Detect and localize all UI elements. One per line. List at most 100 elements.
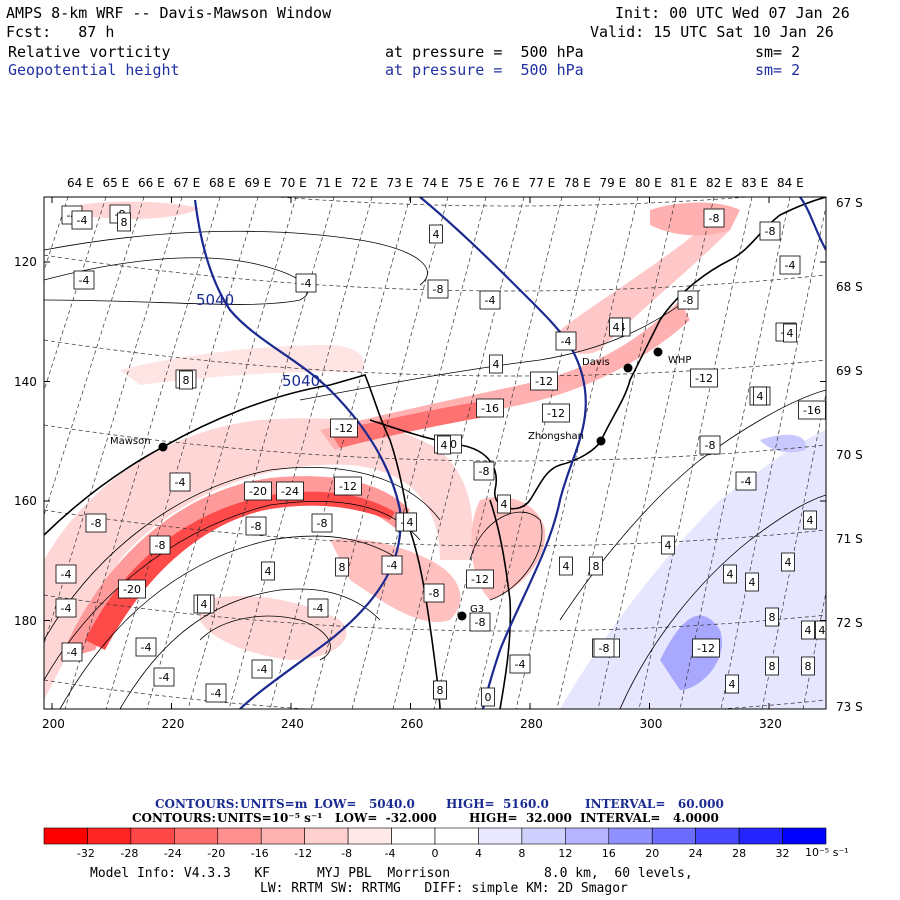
station-label-davis: Davis xyxy=(582,357,610,368)
x-grid-label: 200 xyxy=(42,717,65,731)
svg-text:4: 4 xyxy=(757,390,764,403)
svg-text:-8: -8 xyxy=(433,283,444,296)
vort-label: 8 xyxy=(433,680,447,700)
vort-label: -20 xyxy=(118,579,146,599)
field-2-level: at pressure = 500 hPa xyxy=(385,61,584,79)
init-time: Init: 00 UTC Wed 07 Jan 26 xyxy=(615,4,850,22)
vort-label: -8 xyxy=(85,513,107,533)
vort-contours-prefix: CONTOURS: xyxy=(132,811,216,825)
svg-text:-8: -8 xyxy=(709,212,720,225)
longitude-label: 65 E xyxy=(102,176,130,190)
vort-label: -4 xyxy=(251,659,273,679)
positive-vorticity-shading xyxy=(560,430,826,709)
vort-label: 4 xyxy=(403,512,417,532)
svg-text:-20: -20 xyxy=(123,583,141,596)
svg-text:4: 4 xyxy=(785,556,792,569)
vort-label: 8 xyxy=(765,607,779,627)
field-1-level: at pressure = 500 hPa xyxy=(385,43,584,61)
longitude-label: 83 E xyxy=(741,176,769,190)
station-label-mawson: Mawson xyxy=(110,436,151,447)
vort-label: 4 xyxy=(801,620,815,640)
colorbar-tick-label: -8 xyxy=(341,847,353,860)
y-grid-label: 160 xyxy=(14,494,37,508)
y-grid-label: 180 xyxy=(14,613,37,628)
colorbar-swatch xyxy=(260,827,305,845)
height-label: 5040 xyxy=(282,372,320,390)
svg-text:-4: -4 xyxy=(515,658,526,671)
svg-text:-12: -12 xyxy=(339,480,357,493)
x-grid-label: 320 xyxy=(759,717,782,731)
colorbar-swatch xyxy=(347,827,392,845)
map-content: -4-8-4-4-4-8-4-4-4-8-8-12-16-12-12-10-8-… xyxy=(44,197,826,709)
vort-label: 4 xyxy=(783,323,797,343)
colorbar-swatch xyxy=(304,827,349,845)
svg-text:4: 4 xyxy=(727,568,734,581)
vort-label: -8 xyxy=(311,513,333,533)
vorticity-contour-labels: -4-8-4-4-4-8-4-4-4-8-8-12-16-12-12-10-8-… xyxy=(55,204,826,707)
colorbar-swatch xyxy=(434,827,479,845)
svg-text:-4: -4 xyxy=(211,687,222,700)
colorbar-tick-label: 0 xyxy=(431,847,439,860)
svg-text:-8: -8 xyxy=(705,439,716,452)
svg-text:-4: -4 xyxy=(301,277,312,290)
longitude-label: 81 E xyxy=(670,176,698,190)
height-contours xyxy=(193,197,826,709)
svg-text:4: 4 xyxy=(265,565,272,578)
height-contours-interval: INTERVAL= 60.000 xyxy=(585,797,724,811)
model-info-physics: LW: RRTM SW: RRTMG DIFF: simple KM: 2D S… xyxy=(260,881,628,896)
vort-label: 4 xyxy=(815,620,826,640)
vort-label: 4 xyxy=(489,354,503,374)
svg-text:4: 4 xyxy=(493,358,500,371)
map-frame xyxy=(43,196,827,710)
svg-text:-8: -8 xyxy=(479,465,490,478)
vort-label: 4 xyxy=(559,556,573,576)
colorbar-swatch xyxy=(695,827,740,845)
svg-text:-8: -8 xyxy=(475,616,486,629)
colorbar-tick-label: -32 xyxy=(76,847,95,860)
mawson-marker[interactable] xyxy=(158,442,168,452)
svg-text:-8: -8 xyxy=(155,539,166,552)
latitude-label: 67 S xyxy=(836,196,863,210)
svg-text:8: 8 xyxy=(183,374,190,387)
vort-label: -4 xyxy=(61,642,83,662)
svg-text:4: 4 xyxy=(819,624,826,637)
vort-label: 4 xyxy=(197,594,211,614)
vort-label: -20 xyxy=(244,481,272,501)
g3-marker[interactable] xyxy=(457,611,467,621)
zhongshan-marker[interactable] xyxy=(596,436,606,446)
vort-label: 4 xyxy=(781,552,795,572)
latitude-label: 69 S xyxy=(836,364,863,378)
vort-label: -12 xyxy=(466,569,494,589)
longitude-label: 71 E xyxy=(315,176,343,190)
model-info: Model Info: V4.3.3 KF MYJ PBL Morrison 8… xyxy=(90,866,693,881)
station-markers xyxy=(158,347,663,621)
svg-text:0: 0 xyxy=(485,691,492,704)
longitude-label: 82 E xyxy=(706,176,733,190)
vort-label: -4 xyxy=(205,683,227,703)
svg-text:-4: -4 xyxy=(61,568,72,581)
y-grid-label: 120 xyxy=(14,255,37,269)
vort-label: -4 xyxy=(307,598,329,618)
vort-label: 8 xyxy=(117,212,131,232)
svg-text:4: 4 xyxy=(563,560,570,573)
vort-label: -4 xyxy=(779,255,801,275)
davis-marker[interactable] xyxy=(623,363,633,373)
svg-text:-8: -8 xyxy=(683,294,694,307)
vort-label: 4 xyxy=(429,224,443,244)
colorbar-tick-label: -16 xyxy=(250,847,269,860)
vort-contours-units: UNITS=10⁻⁵ s⁻¹ xyxy=(217,811,323,825)
colorbar-tick-label: -24 xyxy=(163,847,182,860)
vort-label: -12 xyxy=(530,371,558,391)
svg-text:-8: -8 xyxy=(251,520,262,533)
vort-label: 4 xyxy=(803,510,817,530)
svg-text:-8: -8 xyxy=(599,642,610,655)
colorbar-tick-label: -20 xyxy=(207,847,226,860)
svg-text:4: 4 xyxy=(807,514,814,527)
station-label-g3: G3 xyxy=(470,604,484,615)
svg-text:4: 4 xyxy=(613,321,620,334)
field-2-name: Geopotential height xyxy=(8,61,180,79)
whp-marker[interactable] xyxy=(653,347,663,357)
colorbar-tick-label: 4 xyxy=(474,847,482,860)
colorbar-tick-label: 16 xyxy=(601,847,616,860)
svg-text:-4: -4 xyxy=(387,559,398,572)
